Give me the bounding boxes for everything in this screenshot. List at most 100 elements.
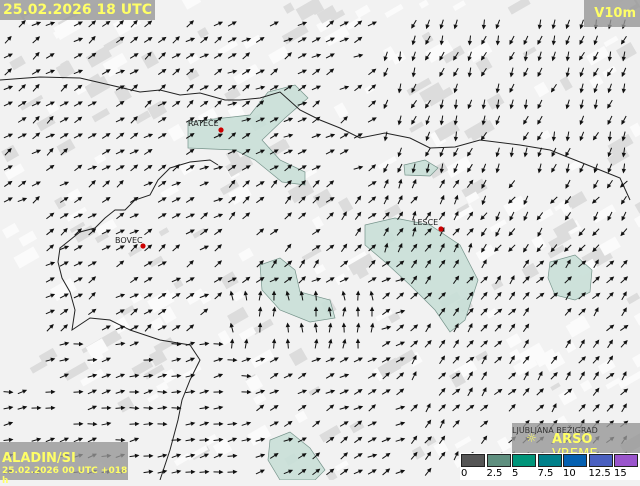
legend-swatch (512, 454, 536, 467)
wind-arrow (480, 213, 487, 220)
wind-arrow (368, 454, 378, 458)
wind-arrow (494, 389, 502, 395)
wind-arrow (397, 372, 404, 379)
wind-arrow (607, 180, 613, 188)
wind-arrow (145, 324, 152, 332)
wind-arrow (284, 150, 293, 154)
wind-arrow (187, 100, 193, 108)
legend-label: 5 (512, 468, 518, 479)
wind-arrow (74, 117, 82, 123)
wind-arrow (130, 133, 138, 139)
wind-arrow (552, 36, 556, 46)
wind-arrow (89, 276, 96, 283)
wind-arrow (214, 166, 224, 170)
legend-label: 10 (563, 468, 576, 479)
wind-arrow (621, 340, 628, 347)
wind-arrow (536, 277, 544, 283)
wind-arrow (340, 469, 348, 475)
wind-arrow (46, 262, 55, 266)
wind-arrow (159, 84, 166, 91)
wind-arrow (620, 325, 628, 331)
wind-arrow (228, 358, 238, 362)
wind-arrow (131, 37, 139, 43)
wind-arrow (144, 454, 154, 458)
wind-arrow (159, 244, 166, 251)
wind-arrow (468, 36, 472, 46)
wind-arrow (552, 20, 556, 30)
wind-arrow (173, 244, 180, 251)
sun-icon: ☼ (526, 431, 537, 445)
wind-arrow (186, 438, 196, 442)
wind-arrow (74, 70, 83, 74)
wind-arrow (354, 358, 363, 362)
wind-arrow (158, 133, 167, 138)
wind-arrow (200, 86, 209, 90)
wind-arrow (454, 339, 459, 347)
wind-arrow (228, 53, 237, 58)
wind-arrow (382, 389, 391, 394)
wind-arrow (158, 37, 166, 43)
wind-arrow (144, 390, 153, 394)
wind-arrow (439, 340, 445, 348)
wind-arrow (453, 68, 458, 77)
wind-arrow (340, 374, 349, 378)
wind-arrow (608, 52, 612, 62)
wind-arrow (158, 181, 166, 187)
wind-arrow (454, 451, 458, 460)
wind-arrow (312, 278, 321, 282)
wind-arrow (117, 180, 124, 187)
wind-arrow (566, 20, 570, 29)
wind-arrow (214, 85, 222, 91)
wind-arrow (509, 52, 514, 61)
wind-arrow (426, 116, 430, 125)
wind-arrow (368, 213, 376, 218)
wind-arrow (482, 164, 486, 173)
wind-arrow (509, 180, 515, 188)
wind-arrow (524, 307, 530, 315)
wind-arrow (622, 84, 626, 94)
wind-arrow (32, 150, 41, 154)
wind-arrow (186, 358, 195, 362)
wind-arrow (186, 149, 194, 155)
wind-arrow (439, 404, 446, 411)
wind-arrow (509, 36, 514, 45)
wind-arrow (566, 371, 571, 380)
wind-arrow (354, 389, 362, 394)
wind-arrow (510, 275, 515, 284)
wind-arrow (510, 148, 514, 158)
wind-arrow (592, 293, 600, 299)
wind-arrow (47, 148, 53, 156)
wind-arrow (284, 134, 294, 138)
wind-arrow (89, 20, 96, 27)
wind-arrow (270, 421, 279, 426)
wind-arrow (579, 404, 586, 411)
wind-arrow (466, 405, 474, 411)
wind-arrow (33, 196, 40, 203)
wind-arrow (314, 339, 318, 349)
wind-arrow (46, 390, 56, 394)
wind-arrow (102, 358, 111, 362)
wind-arrow (440, 179, 445, 188)
wind-arrow (33, 84, 40, 92)
wind-arrow (186, 38, 195, 42)
wind-arrow (481, 324, 488, 331)
wind-arrow (144, 182, 153, 186)
wind-arrow (411, 436, 417, 444)
wind-arrow (509, 372, 516, 379)
wind-arrow (74, 165, 82, 171)
wind-arrow (368, 277, 377, 282)
wind-arrow (271, 180, 277, 188)
wind-arrow (187, 260, 194, 267)
wind-arrow (300, 323, 304, 333)
wind-arrow (592, 229, 599, 236)
wind-arrow (454, 20, 458, 30)
wind-arrow (130, 277, 138, 283)
wind-arrow (552, 403, 556, 412)
wind-arrow (481, 228, 486, 236)
wind-arrow (426, 403, 431, 412)
wind-arrow (382, 438, 391, 442)
wind-arrow (537, 405, 545, 411)
wind-arrow (116, 101, 124, 107)
wind-arrow (298, 165, 307, 170)
